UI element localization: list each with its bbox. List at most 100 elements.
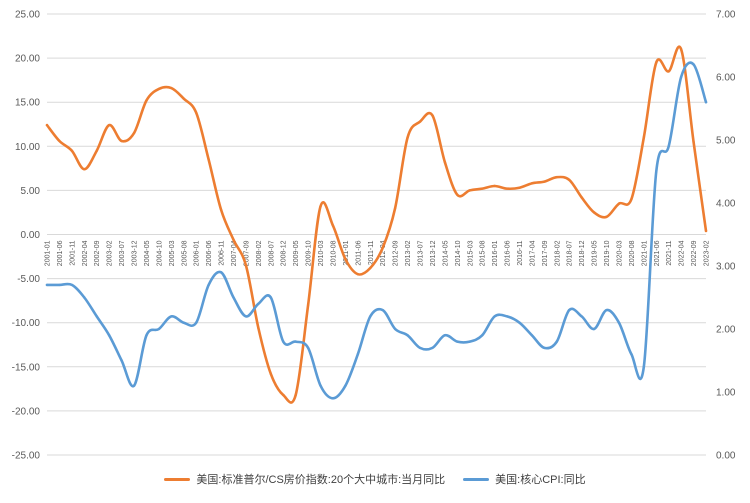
house-price-point bbox=[319, 205, 322, 208]
core-cpi-point bbox=[468, 340, 471, 343]
legend: 美国:标准普尔/CS房价指数:20个大中城市:当月同比 美国:核心CPI:同比 bbox=[0, 471, 750, 487]
legend-item-house-price: 美国:标准普尔/CS房价指数:20个大中城市:当月同比 bbox=[164, 471, 445, 487]
core-cpi-point bbox=[518, 321, 521, 324]
house-price-point bbox=[543, 180, 546, 183]
house-price-point bbox=[393, 206, 397, 210]
x-tick-label: 2003-12 bbox=[132, 240, 139, 266]
core-cpi-point bbox=[70, 283, 74, 287]
house-price-point bbox=[58, 139, 61, 143]
core-cpi-point bbox=[369, 315, 372, 318]
x-tick-label: 2008-02 bbox=[256, 240, 263, 266]
x-tick-label: 2012-09 bbox=[393, 240, 400, 266]
core-cpi-point bbox=[667, 145, 670, 148]
core-cpi-point bbox=[642, 365, 646, 368]
x-tick-label: 2005-03 bbox=[169, 240, 176, 266]
core-cpi-point bbox=[45, 283, 49, 287]
core-cpi-point bbox=[704, 101, 708, 104]
right-tick-label: 6.00 bbox=[716, 73, 736, 84]
x-tick-label: 2006-11 bbox=[219, 240, 226, 265]
house-price-point bbox=[207, 158, 210, 161]
core-cpi-point bbox=[568, 308, 571, 312]
core-cpi-point bbox=[679, 75, 683, 79]
house-price-point bbox=[356, 272, 360, 276]
house-price-point bbox=[480, 187, 484, 190]
x-tick-label: 2020-08 bbox=[629, 240, 636, 266]
house-price-point bbox=[493, 184, 496, 188]
x-tick-label: 2012-04 bbox=[380, 240, 387, 266]
core-cpi-point bbox=[257, 302, 260, 305]
x-tick-label: 2021-06 bbox=[654, 240, 661, 266]
core-cpi-point bbox=[95, 315, 98, 318]
left-tick-label: -25.00 bbox=[12, 451, 41, 462]
house-price-point bbox=[244, 264, 248, 267]
right-tick-label: 5.00 bbox=[716, 136, 736, 147]
house-price-point bbox=[518, 186, 521, 189]
x-tick-label: 2004-05 bbox=[144, 240, 151, 266]
house-price-point bbox=[704, 229, 708, 233]
core-cpi-point bbox=[120, 359, 123, 362]
house-price-point bbox=[456, 193, 459, 197]
x-tick-label: 2006-06 bbox=[206, 240, 213, 266]
house-price-point bbox=[617, 202, 621, 205]
house-price-point bbox=[655, 61, 658, 64]
house-price-point bbox=[642, 136, 646, 139]
x-tick-label: 2015-08 bbox=[480, 240, 487, 266]
house-price-point bbox=[667, 70, 670, 73]
x-tick-label: 2016-06 bbox=[505, 240, 512, 266]
house-price-point bbox=[630, 198, 633, 201]
house-price-point bbox=[120, 139, 123, 143]
house-price-point bbox=[232, 238, 235, 241]
x-tick-label: 2021-11 bbox=[666, 240, 673, 265]
x-tick-label: 2017-04 bbox=[529, 240, 536, 266]
left-tick-label: 15.00 bbox=[15, 98, 40, 109]
house-price-point bbox=[157, 87, 161, 91]
series-lines bbox=[45, 45, 708, 404]
house-price-point bbox=[70, 149, 74, 152]
left-tick-label: 20.00 bbox=[15, 54, 40, 65]
core-cpi-point bbox=[232, 296, 235, 299]
x-tick-label: 2009-05 bbox=[293, 240, 300, 266]
core-cpi-point bbox=[431, 346, 434, 350]
x-tick-label: 2014-05 bbox=[442, 240, 449, 266]
x-tick-label: 2020-03 bbox=[616, 240, 623, 266]
house-price-point bbox=[331, 224, 335, 227]
core-cpi-point bbox=[182, 321, 185, 324]
x-tick-label: 2010-08 bbox=[330, 240, 337, 266]
x-tick-label: 2007-09 bbox=[243, 240, 250, 266]
x-tick-label: 2023-02 bbox=[704, 240, 711, 266]
core-cpi-point bbox=[655, 170, 658, 173]
house-price-point bbox=[257, 326, 260, 330]
core-cpi-point bbox=[692, 63, 695, 66]
core-cpi-point bbox=[344, 384, 347, 387]
x-tick-label: 2018-07 bbox=[567, 240, 574, 266]
x-tick-label: 2009-10 bbox=[306, 240, 313, 266]
house-price-point bbox=[344, 258, 347, 261]
right-tick-label: 0.00 bbox=[716, 451, 736, 462]
x-tick-label: 2013-07 bbox=[418, 240, 425, 266]
house-price-point bbox=[592, 211, 596, 214]
core-cpi-point bbox=[605, 308, 608, 312]
x-tick-label: 2021-01 bbox=[641, 240, 648, 266]
x-tick-label: 2016-01 bbox=[492, 240, 499, 266]
left-tick-label: -15.00 bbox=[12, 362, 41, 373]
house-price-point bbox=[418, 120, 422, 123]
x-tick-label: 2001-06 bbox=[57, 240, 64, 266]
core-cpi-point bbox=[132, 384, 136, 387]
house-price-point bbox=[294, 393, 297, 397]
core-cpi-point bbox=[592, 327, 596, 331]
x-tick-label: 2011-06 bbox=[355, 240, 362, 265]
gridlines bbox=[47, 13, 706, 456]
core-cpi-point bbox=[617, 321, 621, 324]
house-price-point bbox=[679, 48, 683, 51]
x-tick-label: 2001-11 bbox=[69, 240, 76, 265]
core-cpi-point bbox=[393, 327, 397, 331]
core-cpi-point bbox=[58, 283, 61, 287]
house-price-point bbox=[555, 175, 558, 179]
left-tick-label: 25.00 bbox=[15, 10, 40, 21]
x-tick-label: 2013-12 bbox=[430, 240, 437, 266]
house-price-point bbox=[381, 246, 384, 249]
x-tick-label: 2018-12 bbox=[579, 240, 586, 266]
left-tick-label: 5.00 bbox=[21, 186, 41, 197]
core-cpi-point bbox=[480, 334, 484, 337]
